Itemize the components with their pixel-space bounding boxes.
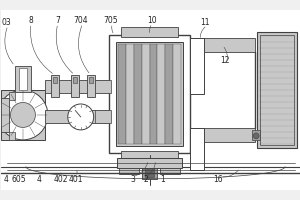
- Text: 2: 2: [143, 175, 148, 184]
- Circle shape: [68, 104, 94, 130]
- Bar: [73, 77, 77, 83]
- Text: 7: 7: [56, 16, 60, 25]
- Text: 401: 401: [68, 175, 83, 184]
- Bar: [190, 38, 204, 94]
- Text: 8: 8: [28, 16, 33, 25]
- Text: 10: 10: [148, 16, 157, 25]
- Bar: [121, 151, 178, 161]
- Text: 12: 12: [220, 56, 230, 65]
- Bar: [126, 44, 134, 144]
- Bar: [158, 44, 166, 144]
- Bar: [51, 75, 59, 97]
- Bar: [95, 80, 111, 93]
- Bar: [9, 92, 15, 100]
- Circle shape: [253, 133, 259, 139]
- Bar: [121, 27, 178, 37]
- Bar: [260, 35, 294, 145]
- Text: 605: 605: [12, 175, 26, 184]
- Bar: [190, 128, 204, 170]
- Text: 705: 705: [103, 16, 118, 25]
- Bar: [149, 44, 158, 144]
- Text: 16: 16: [214, 175, 223, 184]
- Bar: [9, 132, 15, 140]
- Bar: [45, 110, 112, 123]
- Bar: [145, 163, 154, 177]
- Bar: [252, 130, 260, 140]
- Bar: [1, 98, 9, 132]
- Bar: [257, 32, 297, 148]
- Bar: [134, 44, 142, 144]
- Bar: [190, 128, 255, 142]
- Bar: [45, 80, 112, 93]
- Text: 3: 3: [130, 175, 135, 184]
- Text: 11: 11: [201, 18, 210, 27]
- Bar: [87, 75, 95, 97]
- Bar: [118, 168, 139, 174]
- Text: 03: 03: [1, 18, 11, 27]
- Text: 402: 402: [54, 175, 68, 184]
- Text: 4: 4: [4, 175, 8, 184]
- Bar: [142, 44, 149, 144]
- Bar: [89, 77, 93, 83]
- Bar: [116, 42, 183, 146]
- Bar: [166, 44, 173, 144]
- Bar: [190, 38, 255, 52]
- Circle shape: [11, 102, 35, 127]
- Bar: [142, 161, 158, 179]
- Bar: [71, 75, 79, 97]
- Bar: [15, 66, 31, 92]
- Bar: [95, 110, 111, 123]
- Bar: [117, 158, 182, 168]
- Bar: [19, 68, 27, 90]
- Bar: [1, 90, 45, 140]
- Bar: [160, 168, 180, 174]
- Circle shape: [0, 90, 48, 140]
- Text: 704: 704: [74, 16, 88, 25]
- Text: 4: 4: [36, 175, 41, 184]
- Bar: [53, 77, 57, 83]
- Bar: [173, 44, 181, 144]
- Bar: [109, 35, 190, 153]
- Bar: [118, 44, 126, 144]
- Text: 1: 1: [160, 175, 165, 184]
